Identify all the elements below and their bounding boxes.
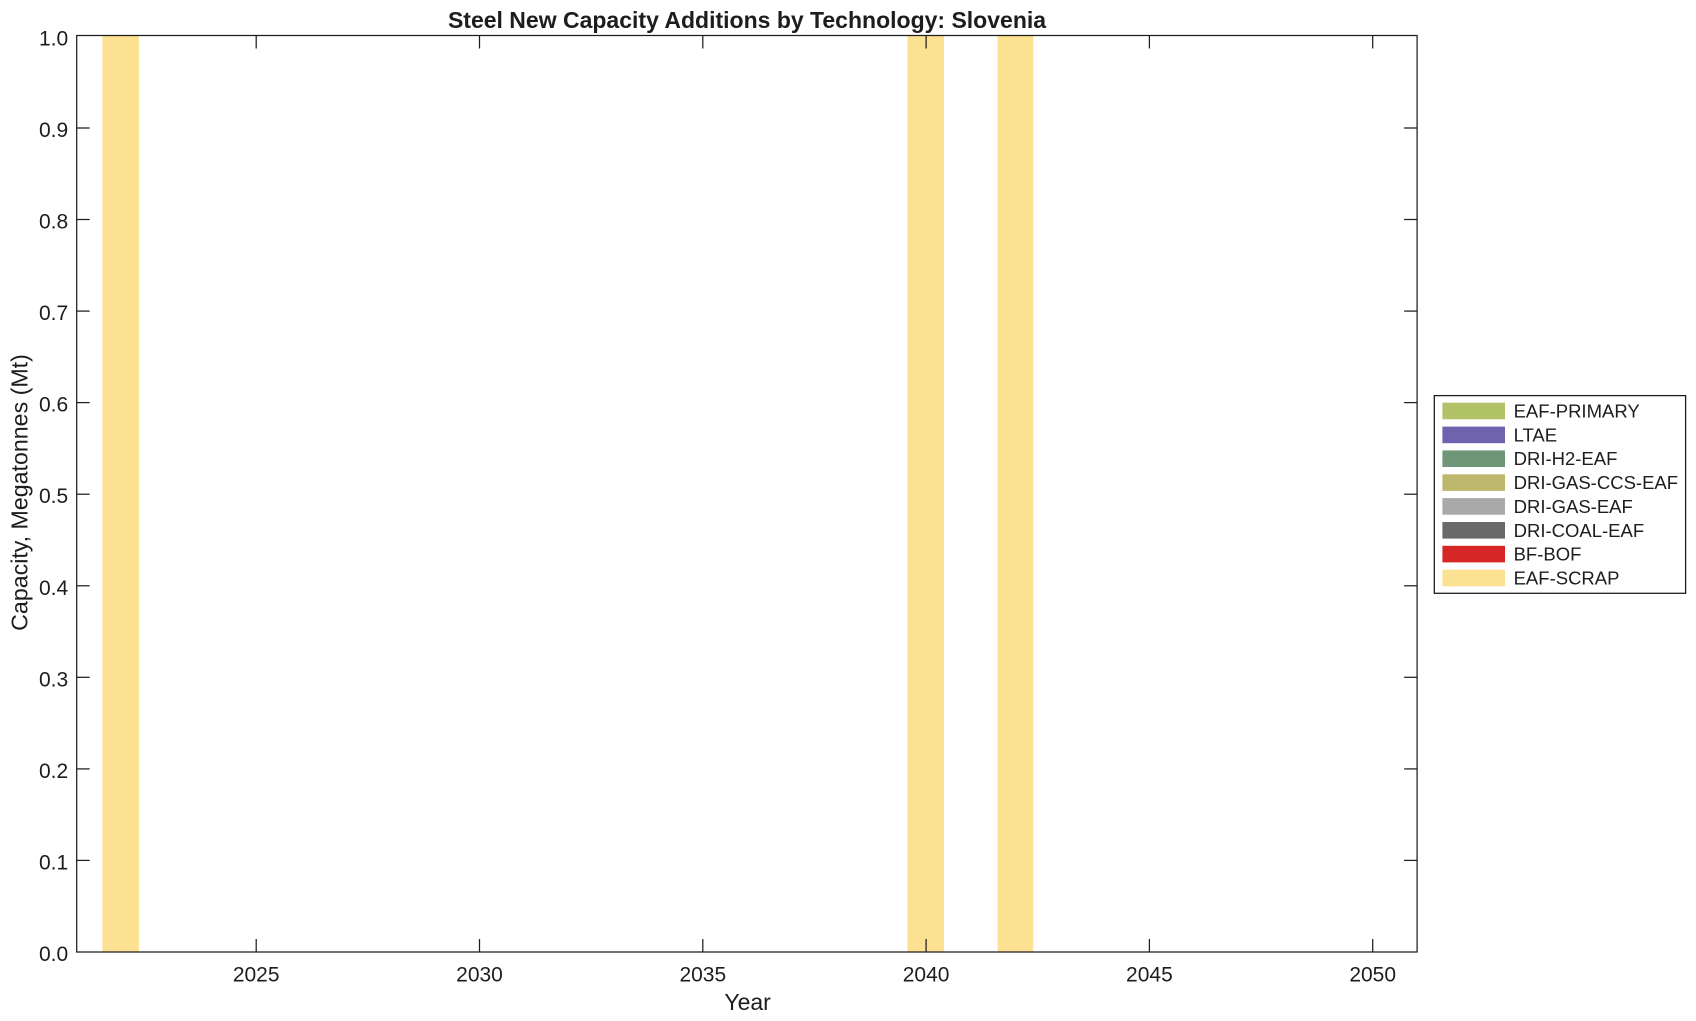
- svg-text:0.0: 0.0: [39, 943, 68, 966]
- svg-text:Year: Year: [724, 989, 771, 1015]
- svg-text:0.7: 0.7: [39, 302, 68, 325]
- svg-text:Steel New Capacity Additions b: Steel New Capacity Additions by Technolo…: [448, 7, 1046, 33]
- svg-text:0.5: 0.5: [39, 485, 68, 508]
- svg-text:EAF-PRIMARY: EAF-PRIMARY: [1514, 401, 1640, 422]
- svg-text:0.9: 0.9: [39, 119, 68, 142]
- svg-text:DRI-GAS-EAF: DRI-GAS-EAF: [1514, 496, 1633, 517]
- svg-text:0.4: 0.4: [39, 577, 69, 600]
- svg-text:0.2: 0.2: [39, 760, 68, 783]
- svg-text:0.1: 0.1: [39, 851, 68, 874]
- svg-text:LTAE: LTAE: [1514, 424, 1558, 445]
- svg-text:0.3: 0.3: [39, 668, 68, 691]
- svg-text:EAF-SCRAP: EAF-SCRAP: [1514, 568, 1620, 589]
- svg-text:1.0: 1.0: [39, 27, 68, 50]
- svg-text:DRI-H2-EAF: DRI-H2-EAF: [1514, 448, 1618, 469]
- svg-text:2050: 2050: [1349, 963, 1396, 986]
- svg-text:2040: 2040: [903, 963, 950, 986]
- svg-text:DRI-GAS-CCS-EAF: DRI-GAS-CCS-EAF: [1514, 472, 1678, 493]
- svg-text:2025: 2025: [233, 963, 280, 986]
- svg-text:0.8: 0.8: [39, 211, 68, 234]
- svg-text:2030: 2030: [456, 963, 503, 986]
- svg-text:0.6: 0.6: [39, 394, 68, 417]
- svg-text:2035: 2035: [679, 963, 726, 986]
- svg-text:Capacity, Megatonnes (Mt): Capacity, Megatonnes (Mt): [7, 354, 33, 631]
- svg-text:BF-BOF: BF-BOF: [1514, 544, 1582, 565]
- svg-text:DRI-COAL-EAF: DRI-COAL-EAF: [1514, 520, 1645, 541]
- svg-text:2045: 2045: [1126, 963, 1173, 986]
